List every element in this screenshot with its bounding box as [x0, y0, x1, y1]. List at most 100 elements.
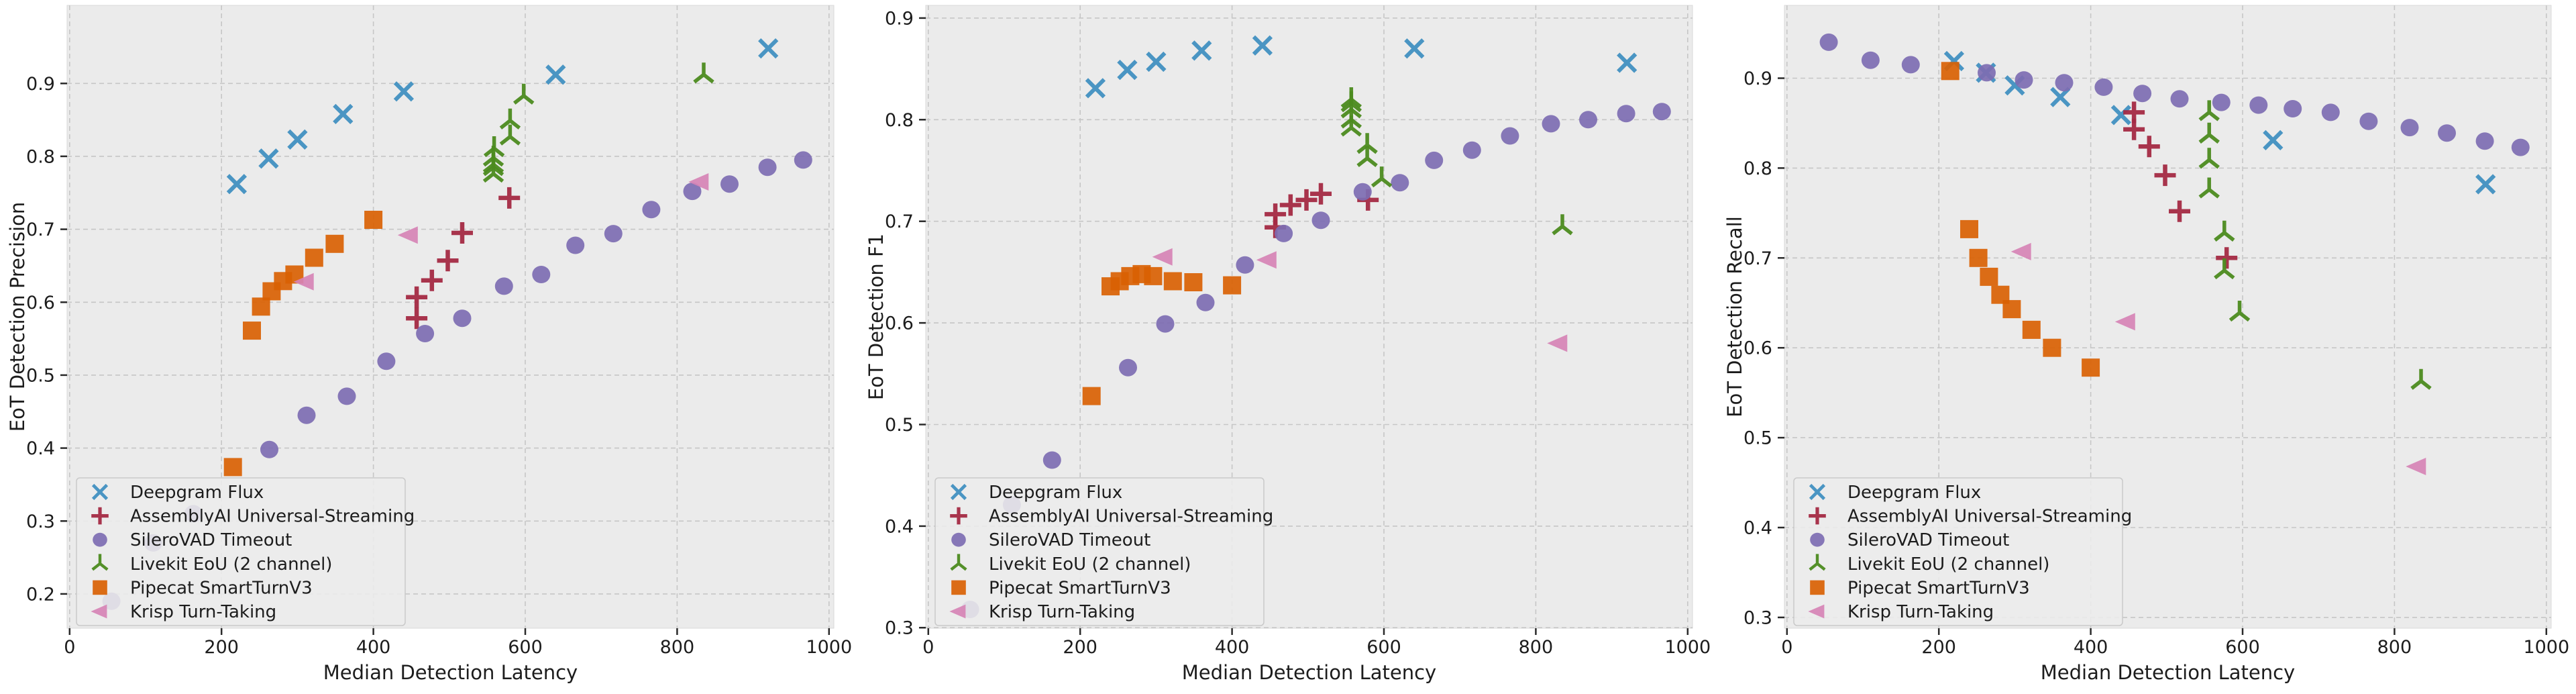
svg-text:400: 400 [1215, 637, 1250, 658]
chart-svg-recall: 0 200 400 600 800 1000 0.3 0.4 0.5 0.6 0.7 0.8 0.9 Me… [1723, 5, 2569, 684]
series-pipecat-smartturnv3 [1082, 264, 1242, 405]
x-tick-labels: 0 200 400 600 800 1000 [64, 637, 852, 658]
tick-marks [1778, 77, 2548, 635]
legend-entry-silerovad-timeout: SileroVAD Timeout [951, 530, 1150, 550]
series-pipecat-smartturnv3 [1941, 62, 2100, 377]
svg-text:0.6: 0.6 [26, 293, 55, 313]
series-assemblyai-universal-streaming [406, 187, 521, 330]
svg-text:0.6: 0.6 [885, 313, 914, 334]
svg-text:0.4: 0.4 [1743, 518, 1772, 539]
legend-entry-deepgram-flux: Deepgram Flux [1809, 483, 1981, 503]
legend-entry-pipecat-smartturnv3: Pipecat SmartTurnV3 [951, 578, 1171, 598]
svg-text:0.5: 0.5 [885, 415, 914, 436]
svg-text:0.3: 0.3 [26, 511, 55, 532]
series-assemblyai-universal-streaming [2123, 101, 2238, 269]
y-axis-label: EoT Detection F1 [865, 234, 888, 400]
y-tick-labels: 0.3 0.4 0.5 0.6 0.7 0.8 0.9 [885, 8, 914, 638]
legend-label: Deepgram Flux [130, 483, 264, 503]
legend-entry-pipecat-smartturnv3: Pipecat SmartTurnV3 [1810, 578, 2030, 598]
legend-label: Livekit EoU (2 channel) [989, 554, 1191, 575]
legend-label: AssemblyAI Universal-Streaming [130, 507, 415, 527]
tick-marks [919, 17, 1689, 635]
series-livekit-eou-2-channel [482, 62, 714, 183]
x-axis-label: Median Detection Latency [323, 661, 578, 684]
svg-text:0: 0 [1781, 637, 1792, 658]
y-axis-label: EoT Detection Precision [6, 202, 29, 432]
svg-text:0.7: 0.7 [1743, 248, 1772, 269]
svg-text:600: 600 [1366, 637, 1401, 658]
svg-text:0.8: 0.8 [26, 146, 55, 167]
chart-svg-f1: 0 200 400 600 800 1000 0.3 0.4 0.5 0.6 0.7 0.8 0.9 Me… [865, 5, 1711, 684]
svg-text:0.3: 0.3 [1743, 607, 1772, 628]
legend-label: Pipecat SmartTurnV3 [1847, 578, 2030, 598]
tick-marks [60, 83, 830, 635]
y-tick-labels: 0.2 0.3 0.4 0.5 0.6 0.7 0.8 0.9 [26, 74, 55, 605]
x-axis-label: Median Detection Latency [1182, 661, 1436, 684]
legend-entry-assemblyai-universal-streaming: AssemblyAI Universal-Streaming [950, 507, 1273, 527]
legend-entry-assemblyai-universal-streaming: AssemblyAI Universal-Streaming [1809, 507, 2132, 527]
series-assemblyai-universal-streaming [1265, 183, 1379, 238]
svg-text:400: 400 [2074, 637, 2108, 658]
x-axis-label: Median Detection Latency [2041, 661, 2295, 684]
legend-entry-silerovad-timeout: SileroVAD Timeout [1810, 530, 2009, 550]
svg-text:0.9: 0.9 [885, 8, 914, 29]
legend: Deepgram Flux AssemblyAI Universal-Stream… [1793, 477, 2132, 626]
legend-label: Pipecat SmartTurnV3 [130, 578, 313, 598]
legend-entry-deepgram-flux: Deepgram Flux [91, 483, 264, 503]
series-krisp-turn-taking [293, 173, 709, 291]
legend-label: SileroVAD Timeout [1847, 530, 2009, 550]
svg-text:0.2: 0.2 [26, 584, 55, 605]
svg-text:0.3: 0.3 [885, 618, 914, 639]
legend-box [1793, 477, 2123, 626]
legend: Deepgram Flux AssemblyAI Universal-Stream… [76, 477, 415, 626]
legend-entry-livekit-eou-2-channel: Livekit EoU (2 channel) [950, 554, 1191, 575]
svg-text:600: 600 [2225, 637, 2260, 658]
y-gridlines [926, 17, 1693, 628]
legend-entry-krisp-turn-taking: Krisp Turn-Taking [949, 602, 1135, 622]
legend-label: AssemblyAI Universal-Streaming [989, 507, 1273, 527]
legend-box [934, 477, 1265, 626]
legend: Deepgram Flux AssemblyAI Universal-Stream… [934, 477, 1273, 626]
legend-label: SileroVAD Timeout [130, 530, 292, 550]
legend-label: Krisp Turn-Taking [130, 602, 276, 622]
svg-text:200: 200 [1063, 637, 1097, 658]
legend-entry-assemblyai-universal-streaming: AssemblyAI Universal-Streaming [91, 507, 415, 527]
chart-panel-precision: 0 200 400 600 800 1000 0.2 0.3 0.4 0.5 0.6 0.7 0.8 0.… [0, 0, 859, 694]
legend-entry-krisp-turn-taking: Krisp Turn-Taking [1808, 602, 1994, 622]
svg-text:1000: 1000 [1664, 637, 1711, 658]
svg-text:800: 800 [1519, 637, 1554, 658]
svg-text:800: 800 [2377, 637, 2412, 658]
chart-panel-f1: 0 200 400 600 800 1000 0.3 0.4 0.5 0.6 0.7 0.8 0.9 Me… [859, 0, 1717, 694]
svg-text:0.7: 0.7 [26, 219, 55, 240]
svg-text:0.7: 0.7 [885, 211, 914, 232]
svg-text:1000: 1000 [2523, 637, 2569, 658]
svg-text:200: 200 [1921, 637, 1956, 658]
legend-label: Pipecat SmartTurnV3 [989, 578, 1171, 598]
svg-text:0.9: 0.9 [1743, 68, 1772, 89]
svg-text:600: 600 [508, 637, 543, 658]
y-tick-labels: 0.3 0.4 0.5 0.6 0.7 0.8 0.9 [1743, 68, 1772, 628]
legend-label: Krisp Turn-Taking [989, 602, 1135, 622]
series-krisp-turn-taking [2010, 242, 2426, 475]
legend-label: Livekit EoU (2 channel) [1847, 554, 2049, 575]
svg-text:1000: 1000 [806, 637, 852, 658]
legend-entry-livekit-eou-2-channel: Livekit EoU (2 channel) [91, 554, 332, 575]
legend-entry-silerovad-timeout: SileroVAD Timeout [93, 530, 292, 550]
svg-text:400: 400 [356, 637, 391, 658]
svg-text:0.4: 0.4 [26, 438, 55, 459]
series-deepgram-flux [226, 38, 779, 195]
x-tick-labels: 0 200 400 600 800 1000 [922, 637, 1711, 658]
y-axis-label: EoT Detection Recall [1723, 216, 1746, 417]
series-livekit-eou-2-channel [2198, 100, 2432, 390]
svg-text:0: 0 [922, 637, 934, 658]
svg-text:0.5: 0.5 [1743, 428, 1772, 449]
legend-entry-livekit-eou-2-channel: Livekit EoU (2 channel) [1809, 554, 2049, 575]
svg-text:0.4: 0.4 [885, 516, 914, 537]
svg-text:200: 200 [204, 637, 239, 658]
svg-text:800: 800 [660, 637, 695, 658]
legend-entry-krisp-turn-taking: Krisp Turn-Taking [91, 602, 276, 622]
y-gridlines [67, 83, 834, 595]
svg-text:0.5: 0.5 [26, 365, 55, 386]
legend-label: SileroVAD Timeout [989, 530, 1150, 550]
